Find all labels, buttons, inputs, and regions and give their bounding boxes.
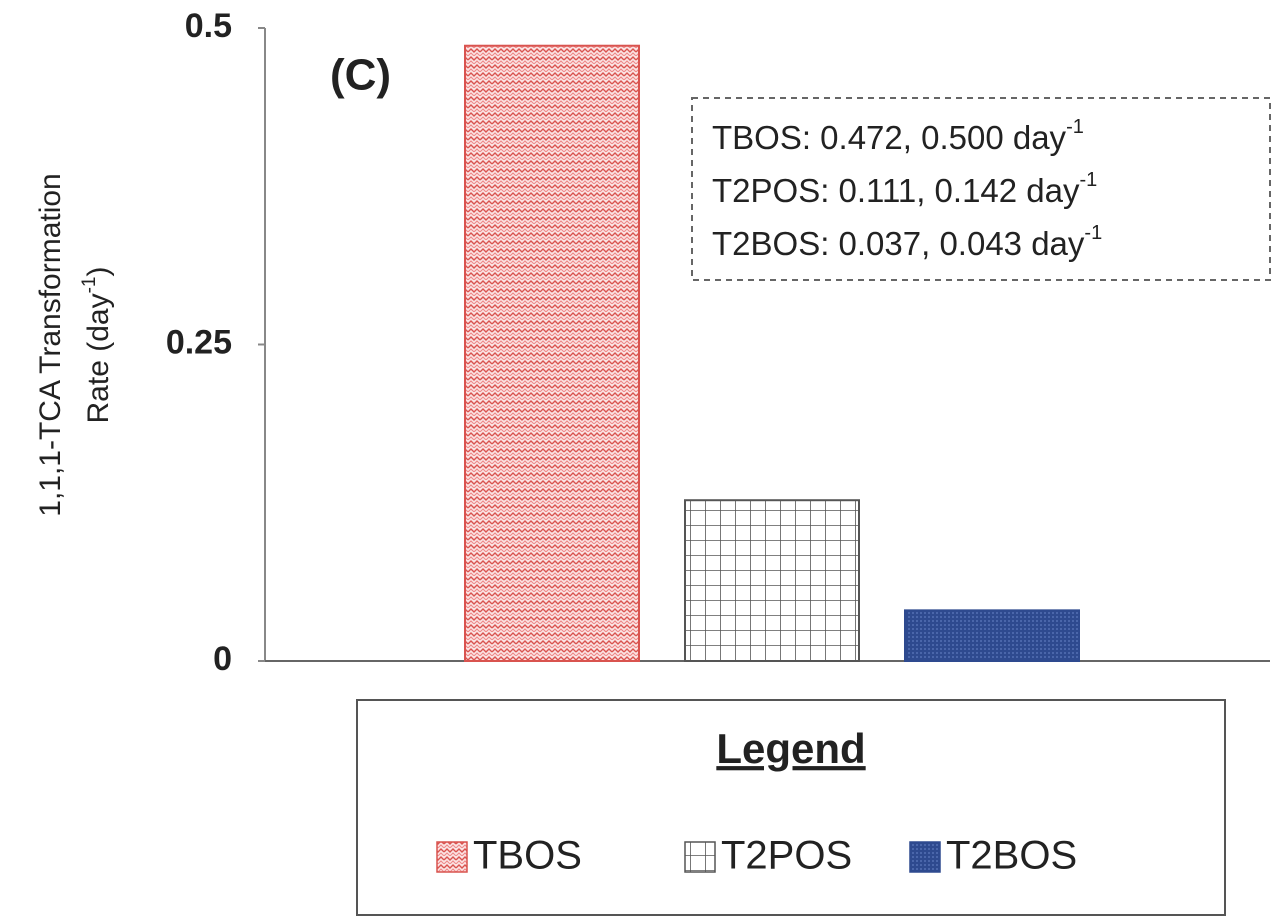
y-tick-label: 0.25 [166,323,232,361]
annotation-text: T2BOS: 0.037, 0.043 day [712,225,1085,262]
legend-title: Legend [716,725,865,772]
annotation: T2BOS: 0.037, 0.043 day-1 [712,222,1102,261]
legend-label: TBOS [473,834,582,878]
annotation: TBOS: 0.472, 0.500 day-1 [712,116,1084,155]
annotation: T2POS: 0.111, 0.142 day-1 [712,169,1097,208]
legend-swatch [909,841,941,873]
annotation-sup: -1 [1066,116,1084,138]
y-axis-label-part: Rate (day [82,293,115,423]
bar [464,44,640,662]
bar [904,609,1080,662]
annotation-text: TBOS: 0.472, 0.500 day [712,119,1067,156]
legend-label: T2POS [721,834,852,878]
annotation-sup: -1 [1084,222,1102,244]
y-tick-label: 0 [213,640,232,678]
legend-swatch [684,841,716,873]
legend-swatch [436,841,468,873]
y-axis-label: Rate (day-1) [79,267,115,424]
legend-label: T2BOS [946,834,1077,878]
panel-label: (C) [330,51,391,100]
annotation-box [691,97,1271,281]
annotation-sup: -1 [1080,169,1098,191]
bar [684,499,860,662]
y-axis-label-part: ) [82,267,115,277]
legend-box [356,699,1226,916]
y-axis-label: 1,1,1-TCA Transformation [34,173,67,516]
y-tick-label: 0.5 [185,7,232,45]
y-axis-label-sup: -1 [79,277,100,294]
annotation-text: T2POS: 0.111, 0.142 day [712,172,1080,209]
